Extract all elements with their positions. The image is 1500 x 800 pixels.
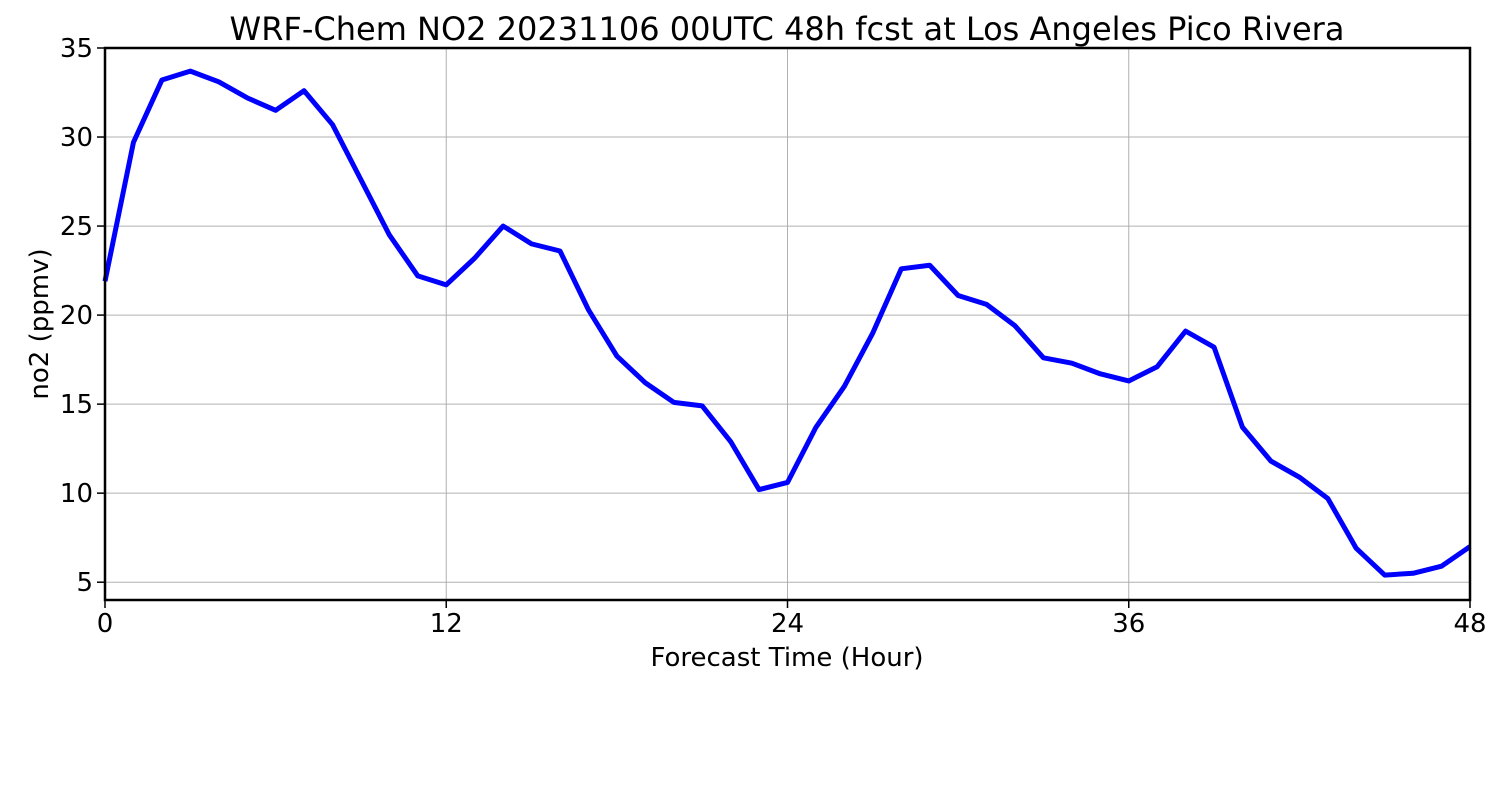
x-tick-label: 12 bbox=[430, 609, 463, 639]
chart-title: WRF-Chem NO2 20231106 00UTC 48h fcst at … bbox=[230, 10, 1345, 48]
x-tick-label: 24 bbox=[771, 609, 804, 639]
no2-series-line bbox=[102, 68, 1472, 578]
y-tick-label: 20 bbox=[60, 301, 93, 331]
y-tick-label: 30 bbox=[60, 123, 93, 153]
x-tick-label: 36 bbox=[1112, 609, 1145, 639]
y-axis-label: no2 (ppmv) bbox=[25, 248, 55, 399]
y-tick-label: 25 bbox=[60, 212, 93, 242]
y-tick-label: 35 bbox=[60, 34, 93, 64]
x-axis-label: Forecast Time (Hour) bbox=[650, 643, 923, 673]
y-tick-label: 5 bbox=[76, 568, 93, 598]
y-tick-label: 15 bbox=[60, 390, 93, 420]
y-tick-label: 10 bbox=[60, 479, 93, 509]
grid-lines bbox=[104, 47, 1471, 600]
x-tick-label: 0 bbox=[97, 609, 114, 639]
axis-ticks: 0 12 24 36 48 5 10 15 20 25 30 35 bbox=[60, 34, 1487, 639]
x-tick-label: 48 bbox=[1453, 609, 1486, 639]
